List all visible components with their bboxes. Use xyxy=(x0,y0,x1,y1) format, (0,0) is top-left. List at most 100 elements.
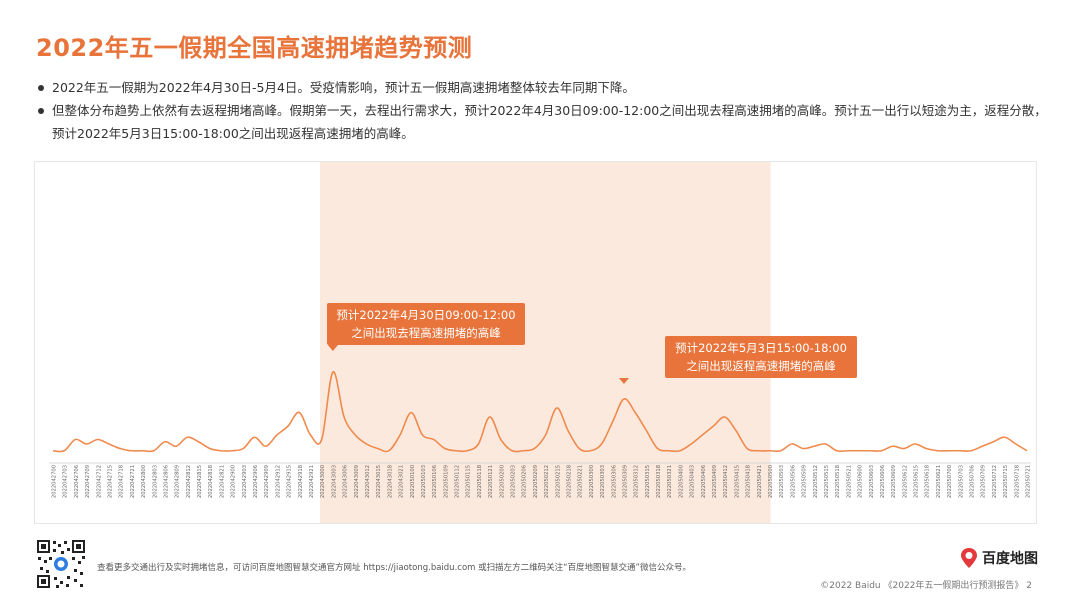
x-tick-label: 2022050403 xyxy=(690,465,696,498)
x-tick-label: 2022050518 xyxy=(835,465,841,498)
x-tick-label: 2022050612 xyxy=(902,465,908,498)
x-tick-label: 2022050100 xyxy=(410,465,416,498)
x-tick-label: 2022050215 xyxy=(555,465,561,498)
annotation-box xyxy=(327,303,525,345)
x-tick-label: 2022050500 xyxy=(768,465,774,498)
x-tick-label: 2022050600 xyxy=(858,465,864,498)
x-tick-label: 2022050200 xyxy=(499,465,505,498)
x-tick-label: 2022050718 xyxy=(1014,465,1020,498)
x-tick-label: 2022042812 xyxy=(186,465,192,498)
x-tick-label: 2022050603 xyxy=(869,465,875,498)
x-tick-label: 2022042900 xyxy=(231,465,237,498)
x-tick-label: 2022050203 xyxy=(511,465,517,498)
x-tick-label: 2022042909 xyxy=(264,465,270,498)
annotation-pointer xyxy=(618,378,629,384)
x-tick-label: 2022050712 xyxy=(992,465,998,498)
bullet-2: 但整体分布趋势上依然有去返程拥堵高峰。假期第一天，去程出行需求大，预计2022年… xyxy=(38,99,1048,145)
x-tick-label: 2022050621 xyxy=(936,465,942,498)
x-tick-label: 2022050512 xyxy=(813,465,819,498)
x-tick-label: 2022042706 xyxy=(74,465,80,498)
x-tick-label: 2022042703 xyxy=(63,465,69,498)
x-tick-label: 2022043003 xyxy=(331,465,337,498)
x-tick-label: 2022042709 xyxy=(85,465,91,498)
baidu-map-logo: 百度地图 xyxy=(960,548,1038,568)
x-tick-label: 2022042912 xyxy=(275,465,281,498)
x-tick-label: 2022043012 xyxy=(365,465,371,498)
x-tick-label: 2022050700 xyxy=(947,465,953,498)
x-tick-label: 2022050421 xyxy=(757,465,763,498)
x-tick-label: 2022050309 xyxy=(622,465,628,498)
x-tick-label: 2022050509 xyxy=(802,465,808,498)
x-tick-label: 2022050406 xyxy=(701,465,707,498)
x-tick-label: 2022050312 xyxy=(634,465,640,498)
x-tick-label: 2022042921 xyxy=(309,465,315,498)
x-tick-label: 2022042915 xyxy=(287,465,293,498)
x-tick-label: 2022050306 xyxy=(611,465,617,498)
x-tick-label: 2022042718 xyxy=(119,465,125,498)
x-tick-label: 2022042700 xyxy=(52,465,58,498)
congestion-trend-chart: 2022042700 2022042703 2022042706 2022042709… xyxy=(49,162,1032,523)
x-tick-label: 2022050721 xyxy=(1026,465,1032,498)
x-tick-label: 2022043021 xyxy=(399,465,405,498)
x-tick-label: 2022043015 xyxy=(376,465,382,498)
qr-code xyxy=(36,539,86,589)
x-tick-label: 2022050418 xyxy=(746,465,752,498)
x-tick-label: 2022050715 xyxy=(1003,465,1009,498)
logo-text: 百度地图 xyxy=(982,551,1038,567)
x-tick-label: 2022050300 xyxy=(589,465,595,498)
x-tick-label: 2022050115 xyxy=(466,465,472,498)
x-tick-label: 2022042809 xyxy=(175,465,181,498)
x-tick-label: 2022042821 xyxy=(219,465,225,498)
annotation-box xyxy=(665,336,857,378)
congestion-series-line xyxy=(52,371,1028,453)
x-tick-label: 2022050709 xyxy=(981,465,987,498)
x-tick-label: 2022042800 xyxy=(141,465,147,498)
x-tick-label: 2022042818 xyxy=(208,465,214,498)
x-tick-label: 2022050209 xyxy=(533,465,539,498)
x-tick-label: 2022050515 xyxy=(824,465,830,498)
x-tick-label: 2022050206 xyxy=(522,465,528,498)
map-pin-icon xyxy=(961,548,977,568)
x-tick-label: 2022050103 xyxy=(421,465,427,498)
x-tick-label: 2022050706 xyxy=(970,465,976,498)
x-tick-label: 2022042715 xyxy=(107,465,113,498)
x-tick-label: 2022042903 xyxy=(242,465,248,498)
annotation-pointer xyxy=(327,345,338,351)
x-tick-label: 2022050118 xyxy=(477,465,483,498)
bullet-1: 2022年五一假期为2022年4月30日-5月4日。受疫情影响，预计五一假期高速… xyxy=(38,76,1048,99)
x-tick-label: 2022050415 xyxy=(734,465,740,498)
x-tick-label: 2022050412 xyxy=(723,465,729,498)
x-tick-label: 2022042918 xyxy=(298,465,304,498)
x-tick-label: 2022050703 xyxy=(958,465,964,498)
x-tick-label: 2022050409 xyxy=(712,465,718,498)
footer-copyright: ©2022 Baidu 《2022年五一假期出行预测报告》 2 xyxy=(820,581,1032,591)
x-tick-label: 2022050400 xyxy=(678,465,684,498)
x-tick-label: 2022050503 xyxy=(779,465,785,498)
x-tick-label: 2022042721 xyxy=(130,465,136,498)
x-tick-label: 2022042712 xyxy=(96,465,102,498)
annotation-text: 预计2022年4月30日09:00-12:00 xyxy=(336,308,515,322)
x-tick-label: 2022050615 xyxy=(914,465,920,498)
x-tick-label: 2022050618 xyxy=(925,465,931,498)
x-tick-label: 2022043000 xyxy=(320,465,326,498)
annotation-text: 之间出现去程高速拥堵的高峰 xyxy=(351,326,501,340)
x-tick-label: 2022050112 xyxy=(455,465,461,498)
x-tick-label: 2022050506 xyxy=(790,465,796,498)
x-tick-label: 2022050315 xyxy=(645,465,651,498)
page-title: 2022年五一假期全国高速拥堵趋势预测 xyxy=(36,34,473,62)
x-tick-label: 2022050521 xyxy=(846,465,852,498)
x-tick-label: 2022050218 xyxy=(566,465,572,498)
x-tick-label: 2022050318 xyxy=(656,465,662,498)
summary-bullets: 2022年五一假期为2022年4月30日-5月4日。受疫情影响，预计五一假期高速… xyxy=(38,76,1048,145)
x-tick-label: 2022050106 xyxy=(432,465,438,498)
x-tick-label: 2022050609 xyxy=(891,465,897,498)
x-tick-label: 2022042906 xyxy=(253,465,259,498)
x-tick-label: 2022050121 xyxy=(488,465,494,498)
x-tick-label: 2022043009 xyxy=(354,465,360,498)
x-tick-label: 2022043006 xyxy=(343,465,349,498)
x-tick-label: 2022050109 xyxy=(443,465,449,498)
x-tick-label: 2022050212 xyxy=(544,465,550,498)
footer-note: 查看更多交通出行及实时拥堵信息，可访问百度地图智慧交通官方网址 https://… xyxy=(97,563,691,573)
x-tick-label: 2022042803 xyxy=(152,465,158,498)
x-tick-label: 2022050606 xyxy=(880,465,886,498)
